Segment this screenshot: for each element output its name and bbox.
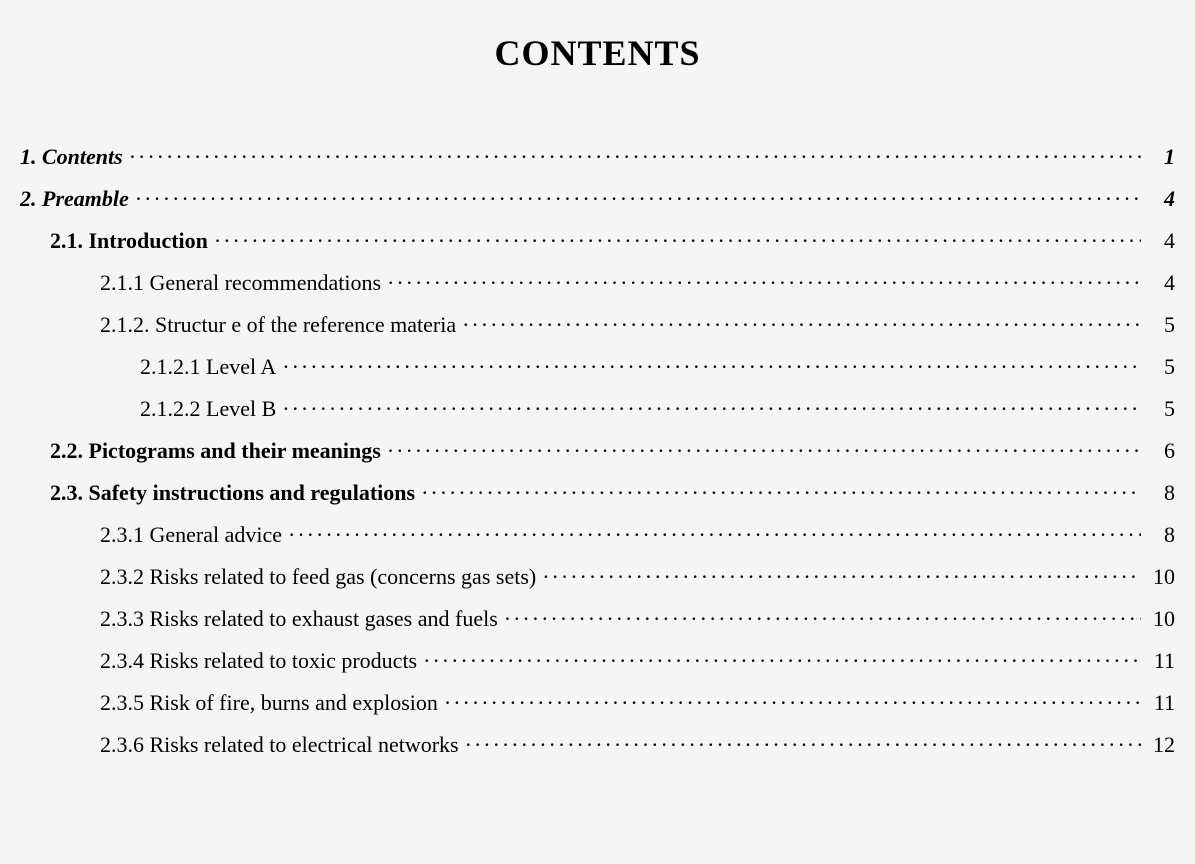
toc-leader: ········································… bbox=[423, 650, 1141, 672]
toc-leader: ········································… bbox=[504, 608, 1141, 630]
toc-entry: 2.3. Safety instructions and regulations… bbox=[20, 482, 1175, 504]
toc-leader: ········································… bbox=[282, 356, 1141, 378]
toc-leader: ········································… bbox=[214, 230, 1141, 252]
toc-leader: ········································… bbox=[387, 440, 1141, 462]
toc-entry: 1. Contents ·····························… bbox=[20, 146, 1175, 168]
toc-entry: 2.1.1 General recommendations ···········… bbox=[20, 272, 1175, 294]
toc-entry: 2.1.2.2 Level B ·························… bbox=[20, 398, 1175, 420]
page-title: CONTENTS bbox=[20, 32, 1175, 74]
toc-entry: 2.1. Introduction ·······················… bbox=[20, 230, 1175, 252]
toc-leader: ········································… bbox=[282, 398, 1141, 420]
toc-leader: ········································… bbox=[387, 272, 1141, 294]
toc-entry: 2.3.3 Risks related to exhaust gases and… bbox=[20, 608, 1175, 630]
toc-entry-label: 2.1.1 General recommendations bbox=[100, 272, 381, 294]
toc-entry: 2.3.2 Risks related to feed gas (concern… bbox=[20, 566, 1175, 588]
toc-entry-page: 11 bbox=[1147, 650, 1175, 672]
toc-entry: 2.3.6 Risks related to electrical networ… bbox=[20, 734, 1175, 756]
toc-entry-page: 6 bbox=[1147, 440, 1175, 462]
toc-entry-page: 12 bbox=[1147, 734, 1175, 756]
toc-entry-label: 2.3.6 Risks related to electrical networ… bbox=[100, 734, 459, 756]
toc-entry-label: 2.1.2.2 Level B bbox=[140, 398, 276, 420]
toc-leader: ········································… bbox=[465, 734, 1141, 756]
toc-entry: 2.3.1 General advice ····················… bbox=[20, 524, 1175, 546]
toc-entry-label: 2.3.4 Risks related to toxic products bbox=[100, 650, 417, 672]
toc-leader: ········································… bbox=[135, 188, 1141, 210]
toc-entry: 2.1.2.1 Level A ·························… bbox=[20, 356, 1175, 378]
toc-entry-page: 10 bbox=[1147, 608, 1175, 630]
toc-entry-label: 1. Contents bbox=[20, 146, 123, 168]
toc-entry-page: 8 bbox=[1147, 524, 1175, 546]
toc-entry-label: 2.2. Pictograms and their meanings bbox=[50, 440, 381, 462]
toc-entry-page: 4 bbox=[1147, 272, 1175, 294]
toc-leader: ········································… bbox=[444, 692, 1141, 714]
toc-entry-label: 2.3. Safety instructions and regulations bbox=[50, 482, 415, 504]
toc-leader: ········································… bbox=[542, 566, 1141, 588]
toc-entry: 2. Preamble ·····························… bbox=[20, 188, 1175, 210]
toc-leader: ········································… bbox=[129, 146, 1141, 168]
toc-leader: ········································… bbox=[288, 524, 1141, 546]
toc-entry: 2.2. Pictograms and their meanings ······… bbox=[20, 440, 1175, 462]
toc-entry: 2.1.2. Structur e of the reference mater… bbox=[20, 314, 1175, 336]
toc-entry-label: 2.3.2 Risks related to feed gas (concern… bbox=[100, 566, 536, 588]
toc-entry-label: 2.3.1 General advice bbox=[100, 524, 282, 546]
toc-entry-label: 2. Preamble bbox=[20, 188, 129, 210]
toc-entry-page: 5 bbox=[1147, 314, 1175, 336]
toc-entry-page: 1 bbox=[1147, 146, 1175, 168]
toc-entry-page: 11 bbox=[1147, 692, 1175, 714]
toc-entry-page: 8 bbox=[1147, 482, 1175, 504]
table-of-contents: 1. Contents ·····························… bbox=[20, 146, 1175, 756]
toc-entry: 2.3.4 Risks related to toxic products ···… bbox=[20, 650, 1175, 672]
toc-entry-page: 5 bbox=[1147, 356, 1175, 378]
toc-entry-label: 2.1.2.1 Level A bbox=[140, 356, 276, 378]
toc-entry-label: 2.1.2. Structur e of the reference mater… bbox=[100, 314, 456, 336]
toc-leader: ········································… bbox=[462, 314, 1141, 336]
toc-leader: ········································… bbox=[421, 482, 1141, 504]
toc-entry-label: 2.1. Introduction bbox=[50, 230, 208, 252]
toc-entry-label: 2.3.5 Risk of fire, burns and explosion bbox=[100, 692, 438, 714]
toc-entry-page: 4 bbox=[1147, 188, 1175, 210]
toc-entry-page: 4 bbox=[1147, 230, 1175, 252]
toc-entry-label: 2.3.3 Risks related to exhaust gases and… bbox=[100, 608, 498, 630]
toc-entry-page: 5 bbox=[1147, 398, 1175, 420]
toc-entry: 2.3.5 Risk of fire, burns and explosion ·… bbox=[20, 692, 1175, 714]
toc-entry-page: 10 bbox=[1147, 566, 1175, 588]
